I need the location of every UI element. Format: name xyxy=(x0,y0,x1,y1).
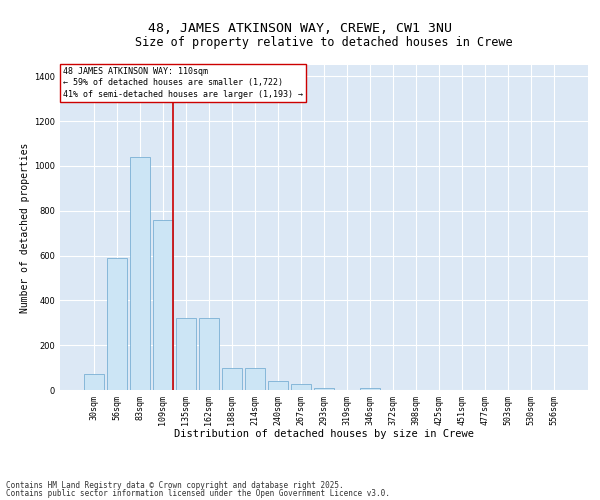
Bar xyxy=(107,258,127,390)
Text: Contains HM Land Registry data © Crown copyright and database right 2025.: Contains HM Land Registry data © Crown c… xyxy=(6,480,344,490)
Y-axis label: Number of detached properties: Number of detached properties xyxy=(20,142,30,312)
Bar xyxy=(222,368,242,390)
Title: Size of property relative to detached houses in Crewe: Size of property relative to detached ho… xyxy=(135,36,513,49)
Text: 48 JAMES ATKINSON WAY: 110sqm
← 59% of detached houses are smaller (1,722)
41% o: 48 JAMES ATKINSON WAY: 110sqm ← 59% of d… xyxy=(62,66,302,99)
Bar xyxy=(268,381,288,390)
Text: Contains public sector information licensed under the Open Government Licence v3: Contains public sector information licen… xyxy=(6,489,390,498)
Bar xyxy=(360,388,380,390)
Bar xyxy=(291,384,311,390)
Bar xyxy=(176,318,196,390)
Bar xyxy=(130,157,149,390)
Bar xyxy=(84,374,104,390)
Bar xyxy=(199,318,218,390)
Text: 48, JAMES ATKINSON WAY, CREWE, CW1 3NU: 48, JAMES ATKINSON WAY, CREWE, CW1 3NU xyxy=(148,22,452,36)
Bar xyxy=(245,368,265,390)
Bar xyxy=(314,388,334,390)
X-axis label: Distribution of detached houses by size in Crewe: Distribution of detached houses by size … xyxy=(174,429,474,439)
Bar xyxy=(153,220,173,390)
